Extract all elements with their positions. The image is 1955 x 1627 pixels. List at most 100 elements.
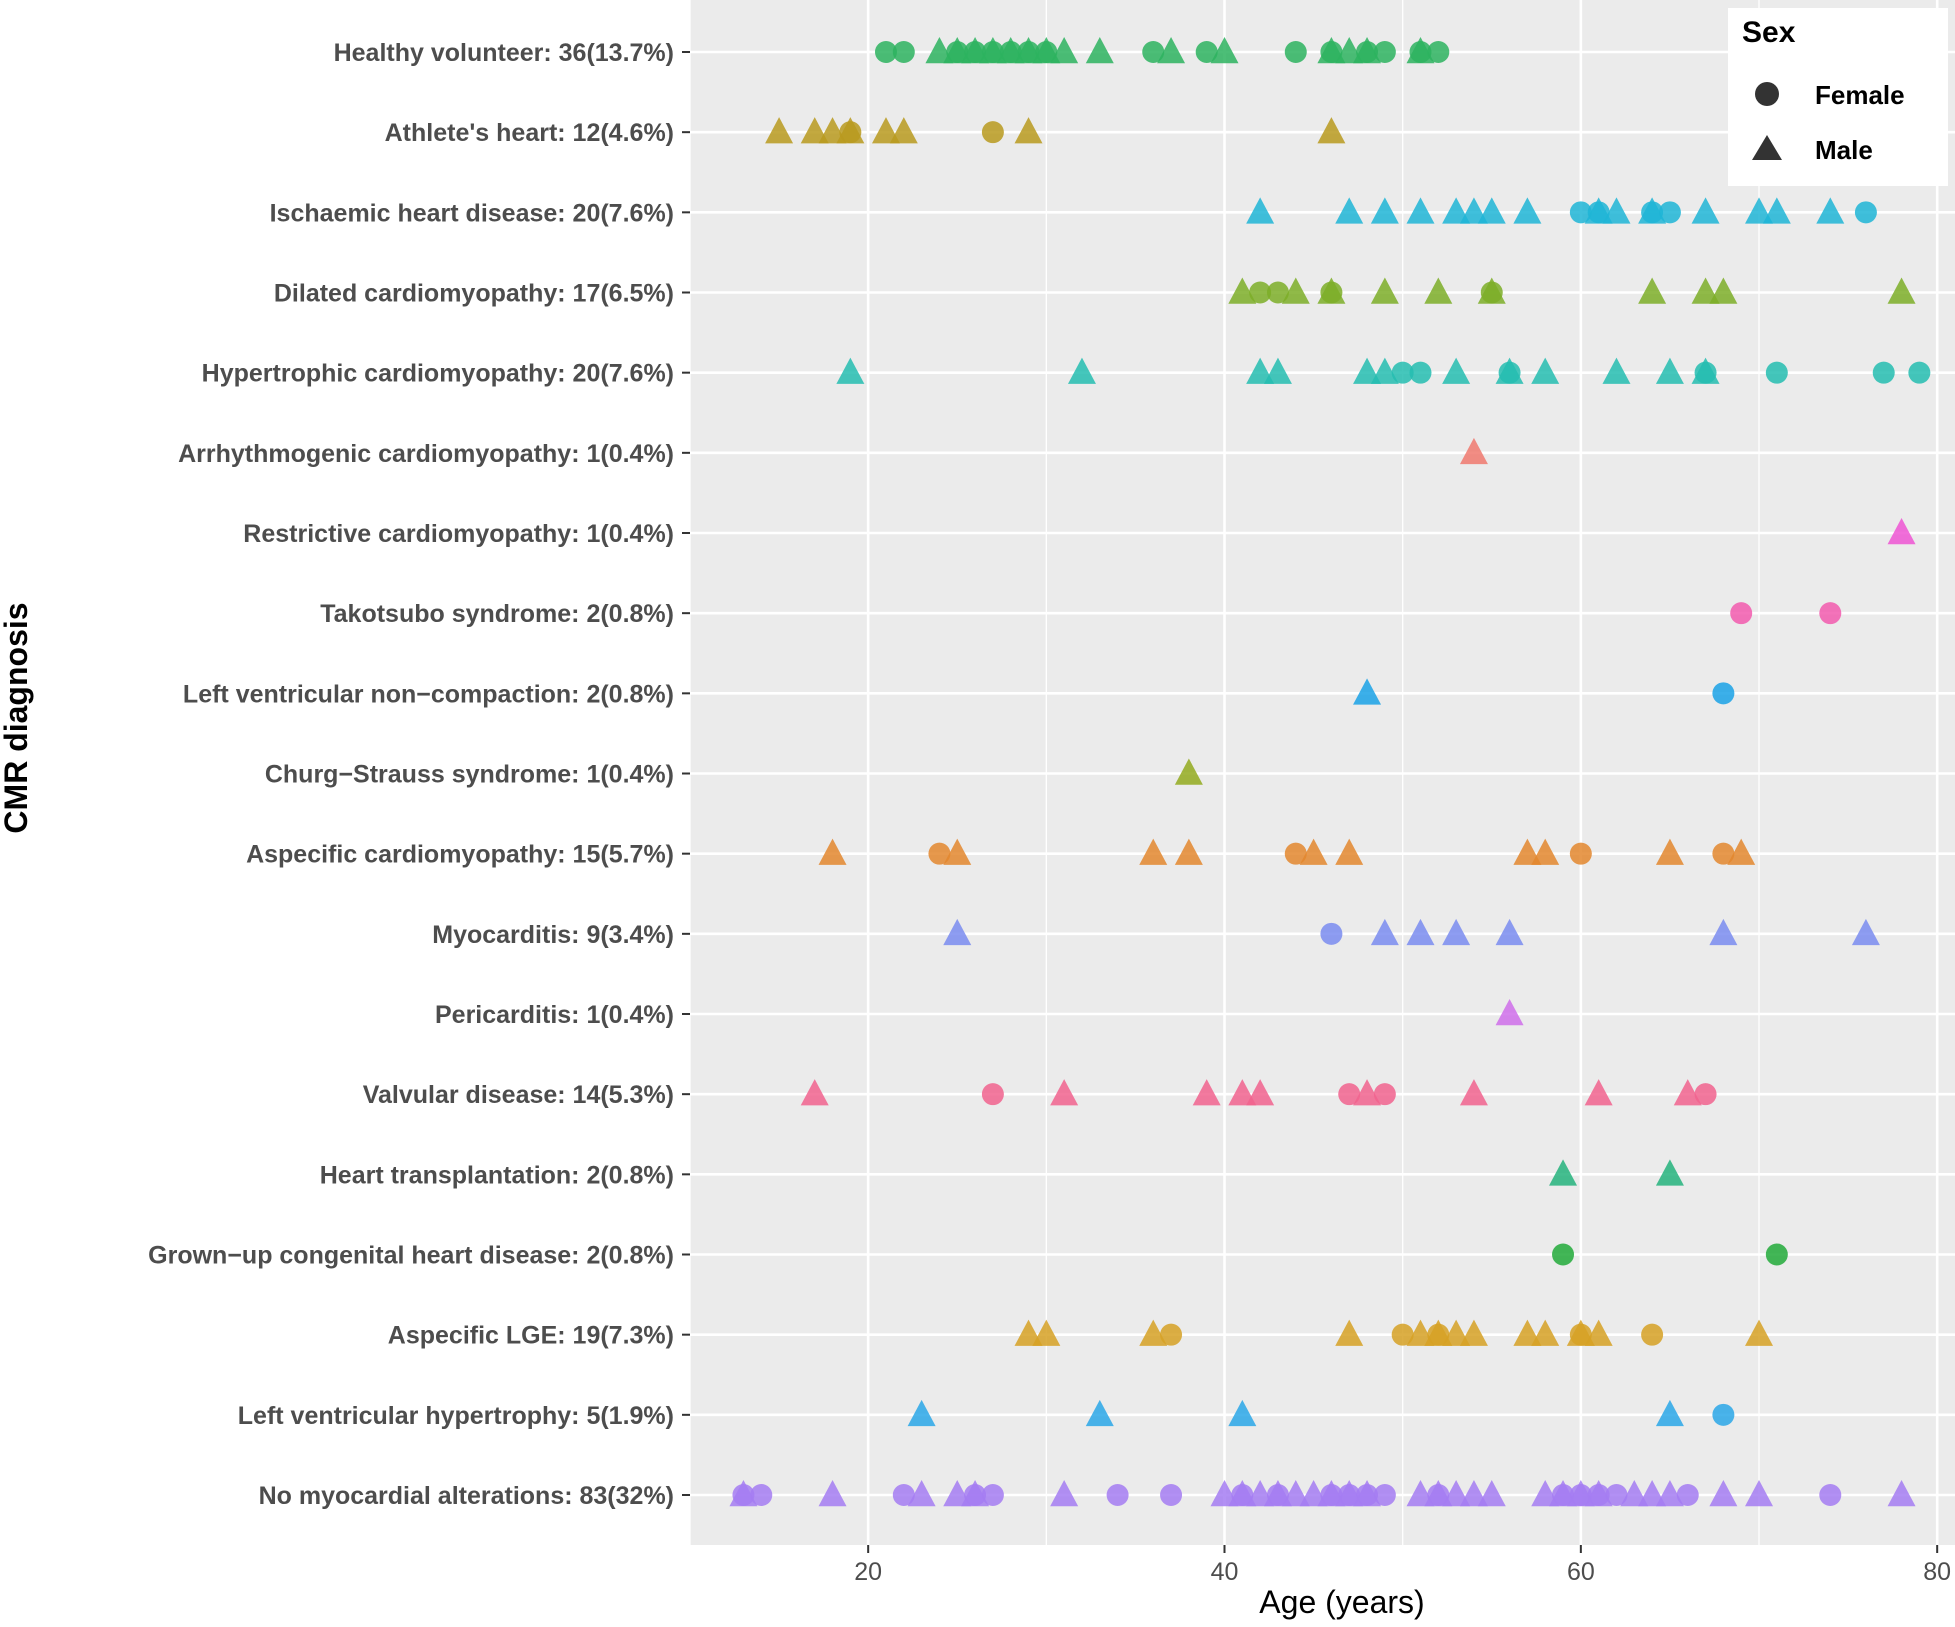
y-tick-label: Aspecific cardiomyopathy: 15(5.7%) <box>246 841 674 869</box>
y-tick-label: Dilated cardiomyopathy: 17(6.5%) <box>274 280 674 308</box>
male-point <box>1406 1480 1435 1507</box>
male-point <box>943 37 972 64</box>
male-point <box>1370 918 1399 946</box>
male-point <box>1459 1480 1488 1507</box>
y-tick-label: Ischaemic heart disease: 20(7.6%) <box>270 199 674 227</box>
male-point <box>1353 1480 1382 1507</box>
male-point <box>1032 37 1061 64</box>
male-point <box>1174 838 1203 865</box>
female-point <box>1106 1484 1129 1506</box>
y-tick-label: Healthy volunteer: 36(13.7%) <box>334 39 674 67</box>
male-point <box>1531 1480 1560 1507</box>
y-tick-label: No myocardial alterations: 83(32%) <box>259 1482 674 1510</box>
male-point <box>818 117 847 144</box>
female-point <box>1552 1243 1575 1266</box>
male-point <box>1513 838 1542 865</box>
male-point <box>1228 1480 1257 1507</box>
y-tick-label: Left ventricular non−compaction: 2(0.8%) <box>183 680 674 708</box>
male-point <box>907 1399 936 1427</box>
male-point <box>1335 1319 1364 1346</box>
y-tick-label: Grown−up congenital heart disease: 2(0.8… <box>148 1242 674 1270</box>
male-point <box>1549 1480 1578 1507</box>
female-point <box>750 1484 773 1506</box>
female-point <box>1569 201 1592 224</box>
y-tick-label: Left ventricular hypertrophy: 5(1.9%) <box>238 1402 674 1430</box>
male-point <box>925 37 954 64</box>
female-point <box>892 41 915 63</box>
male-point <box>1442 1319 1471 1346</box>
male-point <box>1192 1079 1221 1106</box>
male-point <box>1513 197 1542 224</box>
male-point <box>1495 918 1524 946</box>
male-point <box>729 1480 758 1507</box>
male-point <box>1281 1480 1310 1507</box>
x-tick-labels: 20 40 60 80 <box>854 1545 1951 1586</box>
male-point <box>1691 357 1720 384</box>
female-point <box>1819 1484 1842 1506</box>
male-point <box>1210 37 1239 64</box>
female-point <box>1391 361 1414 384</box>
y-tick-labels: Healthy volunteer: 36(13.7%) Athlete's he… <box>148 39 690 1510</box>
male-point <box>1566 1480 1595 1507</box>
male-point <box>1370 277 1399 304</box>
female-point <box>1373 41 1396 63</box>
female-point <box>874 41 897 63</box>
male-point <box>1477 197 1506 224</box>
female-point <box>1195 41 1218 63</box>
male-point <box>1691 277 1720 304</box>
male-point <box>1210 1480 1239 1507</box>
male-point <box>1014 1319 1043 1346</box>
male-point <box>1442 918 1471 946</box>
legend-label-male: Male <box>1815 135 1873 165</box>
female-point <box>1409 361 1432 384</box>
male-point <box>818 1480 847 1507</box>
female-point <box>1320 922 1343 945</box>
male-point <box>1317 37 1346 64</box>
female-point <box>1694 1083 1717 1106</box>
male-point <box>1353 678 1382 705</box>
female-point <box>981 1083 1004 1106</box>
male-point <box>1406 197 1435 224</box>
female-point <box>1373 1083 1396 1106</box>
male-point <box>1584 197 1613 224</box>
male-point <box>800 117 829 144</box>
male-point <box>1228 277 1257 304</box>
male-point <box>1709 277 1738 304</box>
male-point <box>1014 117 1043 144</box>
male-point <box>1085 1399 1114 1427</box>
male-point <box>1317 1480 1346 1507</box>
female-point <box>1765 1243 1788 1266</box>
male-point <box>836 357 865 384</box>
female-point <box>1676 1484 1699 1506</box>
male-point <box>1655 1399 1684 1427</box>
male-point <box>1246 1079 1275 1106</box>
male-point <box>1424 1319 1453 1346</box>
female-point <box>1284 842 1307 865</box>
male-point <box>1495 357 1524 384</box>
male-point <box>1816 197 1845 224</box>
male-point <box>1887 1480 1916 1507</box>
male-point <box>1531 1319 1560 1346</box>
male-point <box>1228 1079 1257 1106</box>
male-point <box>1353 1079 1382 1106</box>
male-point <box>978 37 1007 64</box>
male-point <box>1335 197 1364 224</box>
male-point <box>996 37 1025 64</box>
female-point <box>981 121 1004 144</box>
male-point <box>1745 197 1774 224</box>
legend-label-female: Female <box>1815 80 1905 110</box>
male-point <box>1157 37 1186 64</box>
female-point <box>1765 361 1788 384</box>
male-point <box>1014 37 1043 64</box>
male-point <box>1406 918 1435 946</box>
legend-male-key <box>1752 135 1782 160</box>
female-point <box>1160 1484 1183 1506</box>
y-tick-label: Restrictive cardiomyopathy: 1(0.4%) <box>243 520 674 548</box>
male-point <box>1317 117 1346 144</box>
male-point <box>1584 1319 1613 1346</box>
legend: Sex Female Male <box>1728 8 1948 186</box>
y-tick-label: Myocarditis: 9(3.4%) <box>432 921 674 949</box>
male-point <box>1032 1319 1061 1346</box>
female-point <box>1427 41 1450 63</box>
male-point <box>1531 357 1560 384</box>
